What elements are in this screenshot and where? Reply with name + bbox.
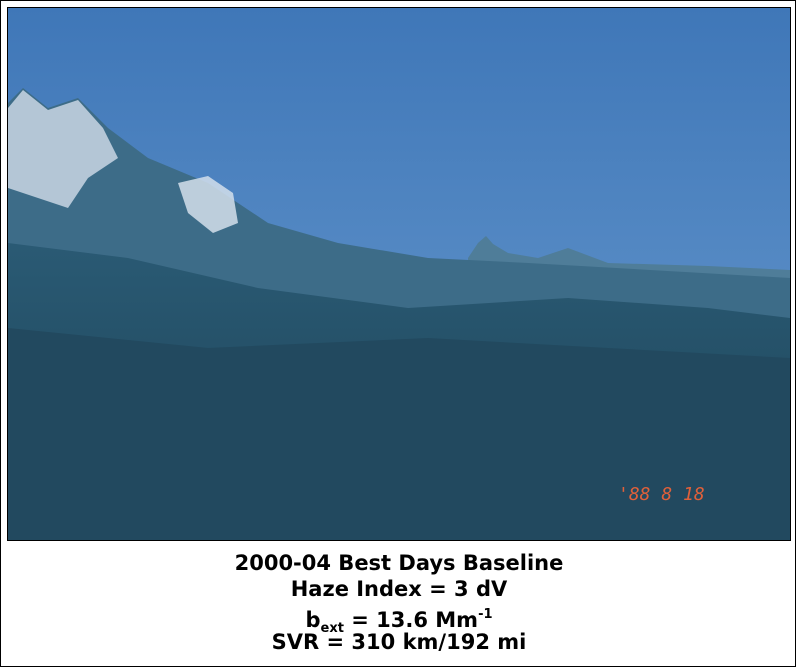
caption-line: 2000-04 Best Days Baseline [234,551,564,575]
photo: '88 8 18 [7,7,791,541]
snow [178,176,238,233]
timestamp: '88 8 18 [618,484,705,505]
caption-line: bext = 13.6 Mm-1 [1,602,795,642]
caption-line: SVR = 310 km/192 mi [271,630,527,654]
caption-text: = 13.6 Mm [343,608,479,632]
forest-near [8,328,790,540]
caption-text: b [305,608,321,632]
caption-line: Haze Index = 3 dV [290,577,508,601]
snow [8,90,118,208]
caption-superscript: -1 [478,607,493,622]
caption-subscript: ext [320,621,344,636]
